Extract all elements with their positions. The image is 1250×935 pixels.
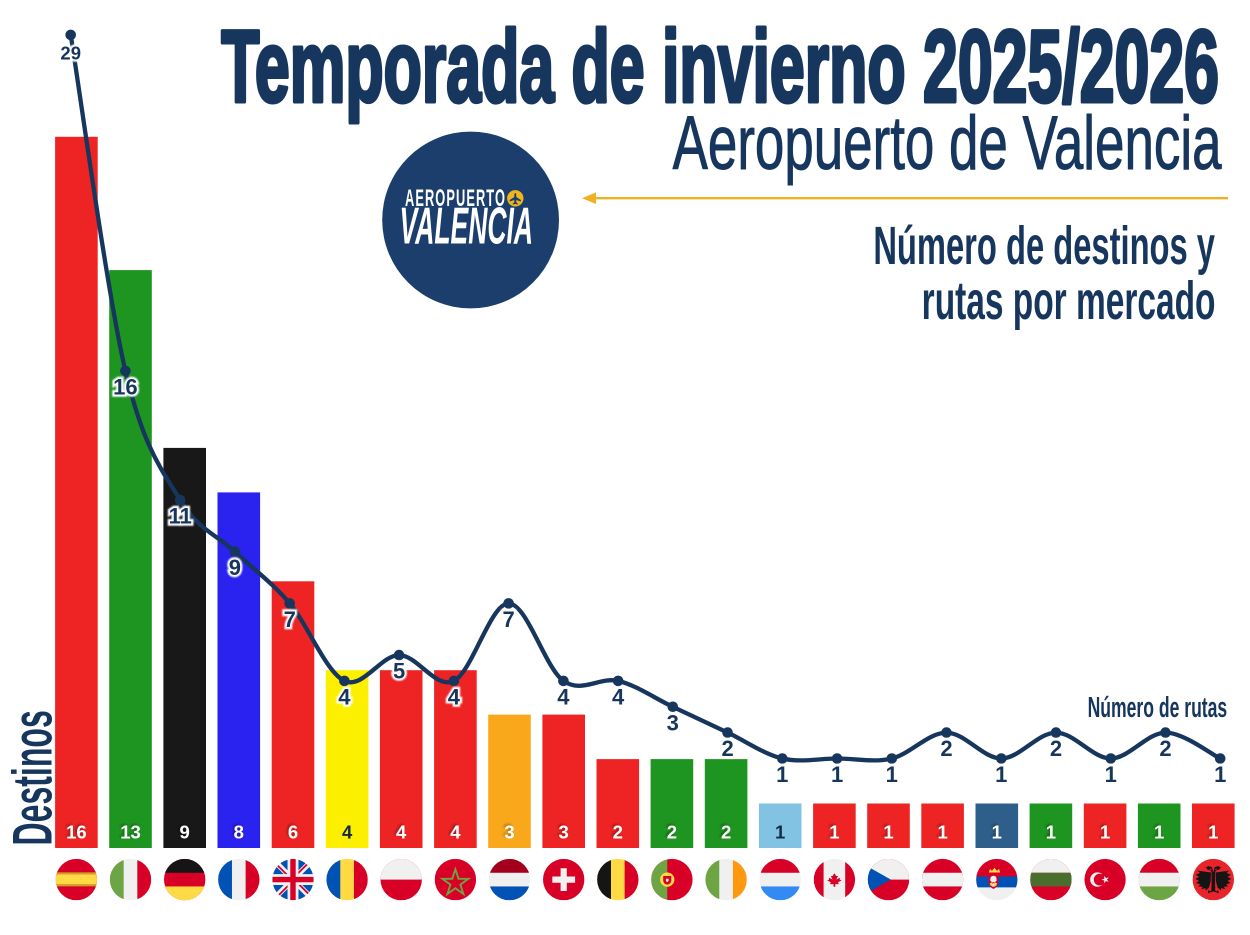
svg-text:4: 4	[448, 684, 461, 709]
svg-text:16: 16	[113, 374, 137, 399]
svg-text:VALENCIA: VALENCIA	[400, 197, 534, 255]
svg-text:5: 5	[393, 659, 405, 684]
svg-text:4: 4	[557, 684, 570, 709]
svg-text:Número de destinos y: Número de destinos y	[873, 217, 1215, 276]
svg-text:4: 4	[612, 684, 625, 709]
svg-text:1: 1	[883, 822, 893, 843]
svg-text:1: 1	[1208, 822, 1218, 843]
svg-text:7: 7	[502, 607, 514, 632]
svg-text:1: 1	[1100, 822, 1110, 843]
svg-text:11: 11	[169, 504, 192, 529]
svg-text:2: 2	[1159, 736, 1171, 761]
svg-text:2: 2	[721, 736, 733, 761]
svg-text:1: 1	[1105, 762, 1117, 787]
svg-text:7: 7	[502, 607, 514, 632]
svg-text:4: 4	[396, 822, 407, 843]
svg-text:4: 4	[557, 684, 570, 709]
svg-text:2: 2	[613, 822, 623, 843]
svg-text:6: 6	[288, 822, 298, 843]
svg-text:1: 1	[1046, 822, 1056, 843]
svg-text:1: 1	[776, 762, 788, 787]
svg-text:1: 1	[829, 822, 839, 843]
svg-text:1: 1	[995, 762, 1007, 787]
svg-text:3: 3	[559, 822, 569, 843]
svg-text:11: 11	[169, 504, 192, 529]
svg-text:2: 2	[1050, 736, 1062, 761]
svg-text:1: 1	[1214, 762, 1226, 787]
svg-text:3: 3	[504, 822, 514, 843]
svg-text:4: 4	[342, 822, 353, 843]
svg-text:1: 1	[937, 822, 947, 843]
svg-text:2: 2	[667, 822, 677, 843]
svg-text:16: 16	[66, 822, 87, 843]
svg-text:Número de rutas: Número de rutas	[1088, 693, 1228, 724]
svg-text:9: 9	[180, 822, 190, 843]
svg-text:1: 1	[1154, 822, 1164, 843]
svg-text:4: 4	[338, 684, 351, 709]
svg-text:4: 4	[450, 822, 461, 843]
svg-text:2: 2	[721, 736, 733, 761]
svg-text:1: 1	[831, 762, 843, 787]
svg-text:7: 7	[284, 607, 296, 632]
svg-text:9: 9	[229, 555, 241, 580]
svg-text:29: 29	[60, 42, 81, 63]
svg-text:Aeropuerto de Valencia: Aeropuerto de Valencia	[673, 101, 1222, 186]
svg-text:1: 1	[775, 822, 785, 843]
svg-text:16: 16	[113, 374, 137, 399]
svg-text:2: 2	[940, 736, 952, 761]
svg-text:4: 4	[448, 684, 461, 709]
svg-text:Temporada de invierno 2025/202: Temporada de invierno 2025/2026	[221, 9, 1219, 123]
svg-text:5: 5	[393, 659, 405, 684]
svg-text:8: 8	[234, 822, 244, 843]
svg-text:9: 9	[229, 555, 241, 580]
svg-text:4: 4	[338, 684, 351, 709]
svg-text:2: 2	[1159, 736, 1171, 761]
svg-text:4: 4	[612, 684, 625, 709]
svg-text:1: 1	[776, 762, 788, 787]
svg-text:2: 2	[1050, 736, 1062, 761]
svg-text:1: 1	[1105, 762, 1117, 787]
svg-text:1: 1	[1214, 762, 1226, 787]
svg-text:13: 13	[120, 822, 141, 843]
svg-text:29: 29	[60, 42, 81, 63]
svg-text:1: 1	[992, 822, 1002, 843]
svg-text:1: 1	[831, 762, 843, 787]
svg-text:rutas por mercado: rutas por mercado	[922, 270, 1216, 331]
svg-text:1: 1	[886, 762, 898, 787]
svg-text:3: 3	[667, 710, 679, 735]
svg-text:1: 1	[995, 762, 1007, 787]
svg-text:Destinos: Destinos	[1, 710, 64, 845]
svg-text:7: 7	[284, 607, 296, 632]
svg-text:3: 3	[667, 710, 679, 735]
svg-text:2: 2	[721, 822, 731, 843]
svg-text:2: 2	[940, 736, 952, 761]
svg-text:AEROPUERTO: AEROPUERTO	[405, 186, 506, 212]
svg-text:1: 1	[886, 762, 898, 787]
